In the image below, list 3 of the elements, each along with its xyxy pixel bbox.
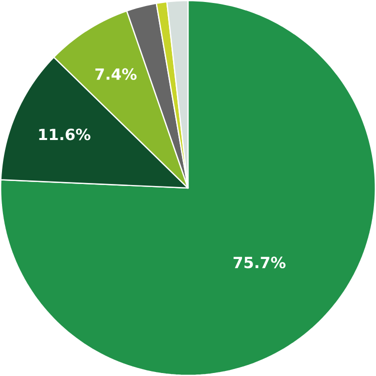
- data-label: 75.7%: [234, 256, 286, 268]
- data-label: 11.6%: [39, 128, 90, 140]
- data-label: 7.4%: [95, 68, 137, 80]
